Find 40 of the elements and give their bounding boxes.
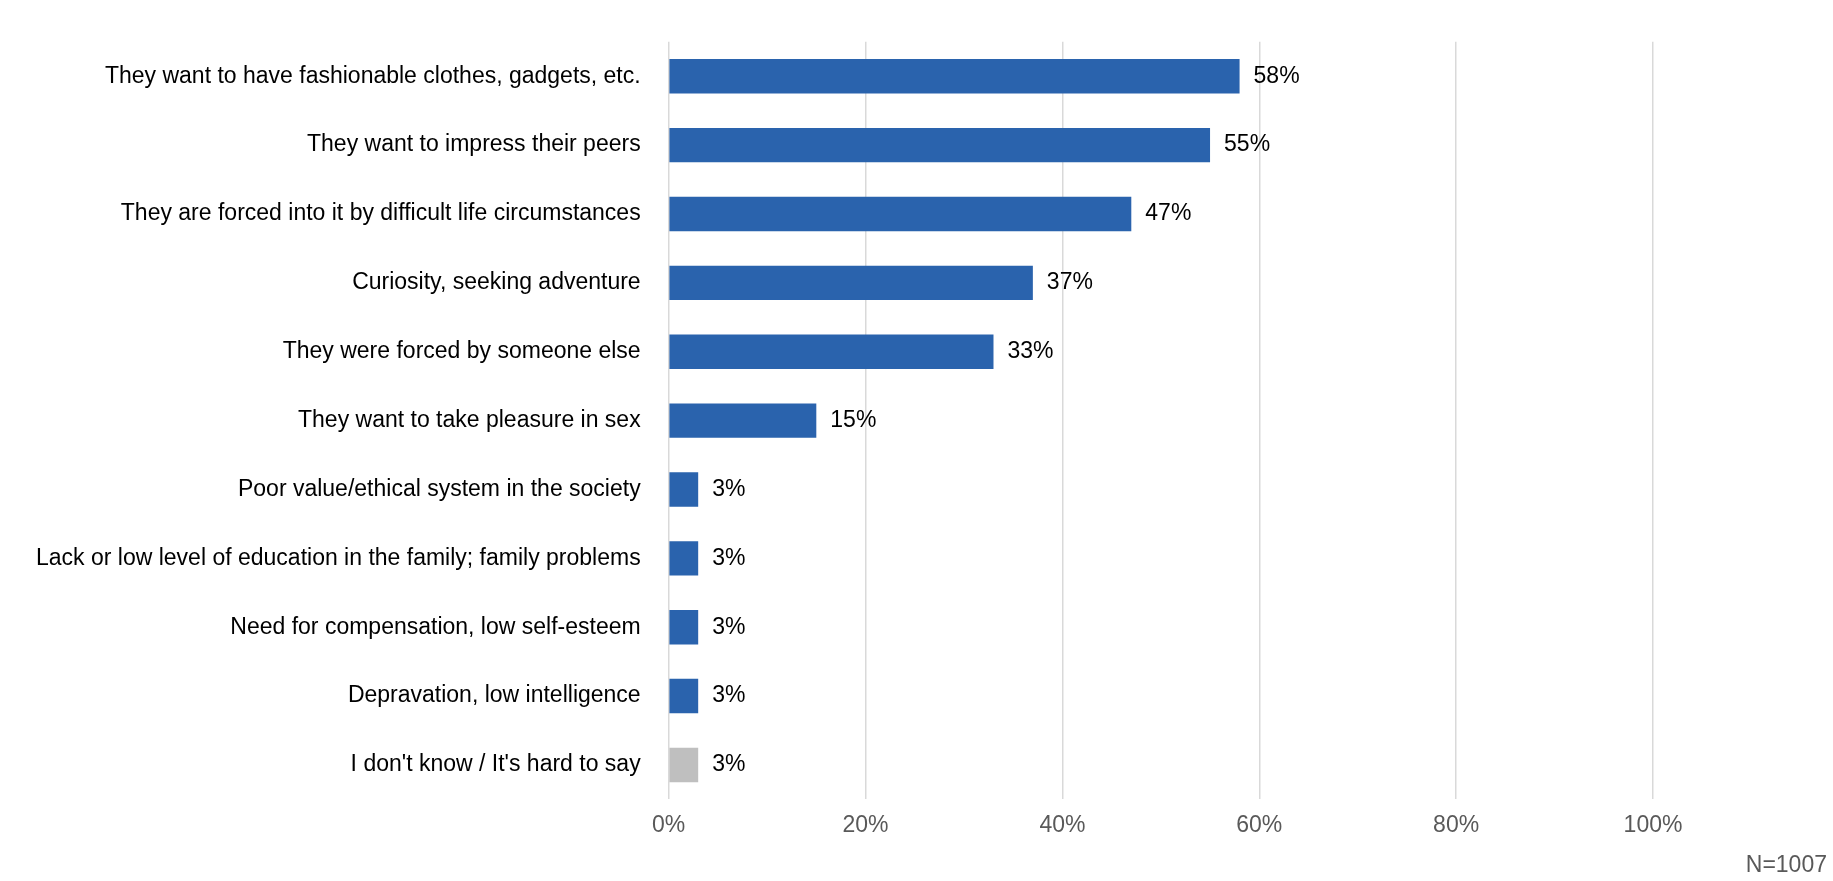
y-tick-label: Lack or low level of education in the family; family problems	[35, 543, 641, 570]
bar	[669, 196, 1132, 232]
text: N=1007	[1745, 850, 1827, 877]
x-tick-label: 80%	[1433, 810, 1480, 837]
y-tick-label: They are forced into it by difficult life circumstances	[120, 199, 641, 226]
y-tick-label: Depravation, low intelligence	[347, 681, 641, 708]
y-tick-label: They want to impress their peers	[307, 130, 641, 157]
data-label: 55%	[1224, 130, 1271, 157]
data-label: 3%	[712, 474, 746, 501]
bar	[669, 403, 817, 438]
data-label: 47%	[1145, 199, 1192, 226]
y-tick-label: Poor value/ethical system in the society	[237, 474, 642, 501]
x-tick-label: 60%	[1236, 810, 1283, 837]
bar	[669, 678, 699, 714]
bar	[669, 265, 1033, 301]
bar	[669, 59, 1240, 94]
y-tick-label: They were forced by someone else	[282, 337, 641, 364]
x-tick-label: 0%	[652, 810, 686, 837]
data-label: 3%	[712, 543, 746, 570]
bar	[669, 472, 699, 507]
data-label: 3%	[712, 681, 746, 708]
data-label: 15%	[830, 405, 877, 432]
x-tick-label: 20%	[842, 810, 889, 837]
data-label: 3%	[712, 750, 746, 777]
bar	[669, 610, 699, 645]
y-tick-label: They want to have fashionable clothes, gadgets, etc.	[104, 61, 641, 88]
bar	[669, 541, 699, 576]
y-tick-label: Curiosity, seeking adventure	[352, 268, 641, 295]
bar	[669, 747, 699, 783]
bar	[669, 127, 1211, 163]
bar	[669, 334, 994, 369]
data-label: 58%	[1253, 61, 1300, 88]
y-tick-label: They want to take pleasure in sex	[298, 405, 642, 432]
data-label: 33%	[1007, 337, 1054, 364]
y-tick-label: Need for compensation, low self-esteem	[230, 612, 641, 639]
data-label: 3%	[712, 612, 746, 639]
data-label: 37%	[1046, 268, 1093, 295]
x-tick-label: 40%	[1039, 810, 1086, 837]
y-tick-label: I don't know / It's hard to say	[350, 750, 642, 777]
x-tick-label: 100%	[1623, 810, 1683, 837]
